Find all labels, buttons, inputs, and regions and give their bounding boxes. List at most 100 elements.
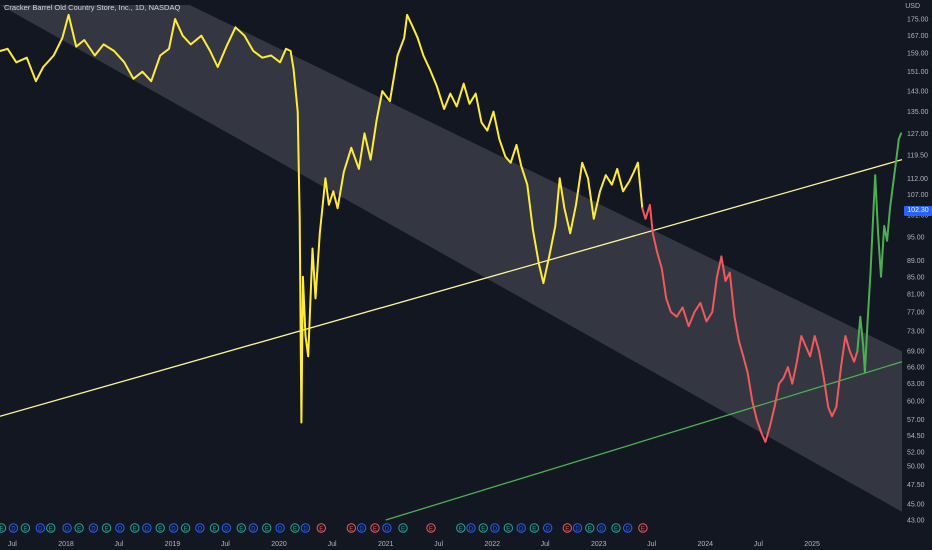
event-marker: E — [370, 523, 380, 533]
event-marker-label: D — [251, 527, 256, 533]
event-marker: D — [8, 523, 19, 533]
event-marker: D — [221, 523, 232, 533]
event-marker: E — [638, 523, 648, 533]
event-marker-circle — [490, 523, 500, 533]
x-tick-label: Jul — [8, 541, 17, 548]
event-marker-label: D — [198, 527, 203, 533]
event-marker-label: D — [385, 527, 390, 533]
event-marker-circle — [611, 523, 621, 533]
event-marker: E — [290, 523, 300, 533]
event-marker: E — [426, 523, 436, 533]
event-marker-circle — [275, 523, 285, 533]
event-marker: E — [529, 523, 539, 533]
event-marker-label: D — [171, 527, 176, 533]
event-marker-circle — [115, 523, 125, 533]
event-marker: E — [236, 523, 247, 533]
event-marker-label: E — [506, 527, 510, 533]
event-marker-circle — [478, 523, 488, 533]
event-marker: E — [346, 523, 356, 533]
chart-title: Cracker Barrel Old Country Store, Inc., … — [4, 3, 181, 12]
event-marker-circle — [35, 523, 45, 533]
x-axis[interactable]: Jul 2018 Jul 2019 Jul 2020 Jul 2021 Jul 2022 Jul 20… — [8, 541, 820, 548]
event-marker-label: D — [599, 527, 604, 533]
event-marker: D — [596, 523, 607, 533]
y-tick-label: 151.00 — [907, 69, 929, 76]
event-marker-circle — [623, 523, 633, 533]
event-marker-label: E — [349, 527, 353, 533]
y-tick-label: 47.50 — [907, 482, 925, 489]
series-line-0 — [0, 13, 644, 424]
event-marker-circle — [290, 523, 300, 533]
event-marker-label: D — [546, 527, 551, 533]
event-marker-circle — [529, 523, 539, 533]
event-marker-label: E — [459, 527, 463, 533]
event-marker-circle — [516, 523, 526, 533]
y-tick-label: 63.00 — [907, 381, 925, 388]
event-marker-label: E — [0, 527, 4, 533]
y-axis[interactable]: 43.00 45.00 47.50 50.00 52.00 54.50 57.00 60.00… — [907, 17, 929, 525]
event-marker-circle — [0, 523, 7, 533]
event-marker: E — [46, 523, 56, 533]
event-marker: E — [585, 523, 595, 533]
event-marker-circle — [209, 523, 220, 533]
event-marker-label: D — [493, 527, 498, 533]
y-tick-label: 95.00 — [907, 235, 925, 242]
x-tick-label: 2024 — [698, 541, 714, 548]
event-marker-circle — [466, 523, 476, 533]
event-marker-circle — [300, 523, 311, 533]
event-marker-circle — [503, 523, 513, 533]
y-tick-label: 57.00 — [907, 417, 925, 424]
event-marker-label: E — [77, 527, 81, 533]
event-marker-label: E — [588, 527, 592, 533]
event-marker-label: E — [184, 527, 188, 533]
event-marker-circle — [585, 523, 595, 533]
trendline-1 — [385, 361, 903, 521]
event-marker: E — [180, 523, 191, 533]
event-marker-circle — [180, 523, 191, 533]
x-tick-label: 2023 — [591, 541, 607, 548]
event-marker-label: D — [224, 527, 229, 533]
event-marker: E — [611, 523, 621, 533]
event-marker-circle — [142, 523, 152, 533]
event-marker-label: E — [104, 527, 108, 533]
event-marker-label: E — [565, 527, 569, 533]
x-tick-label: 2022 — [485, 541, 501, 548]
event-marker: D — [466, 523, 476, 533]
event-marker-label: E — [239, 527, 243, 533]
y-tick-label: 107.00 — [907, 192, 929, 199]
event-marker-label: E — [49, 527, 53, 533]
event-marker-label: E — [614, 527, 618, 533]
last-price-badge: 102.30 — [904, 205, 932, 216]
y-tick-label: 159.00 — [907, 51, 929, 58]
y-tick-label: 52.00 — [907, 450, 925, 457]
event-marker-label: E — [532, 527, 536, 533]
event-marker-circle — [8, 523, 19, 533]
event-marker-label: E — [641, 527, 645, 533]
event-marker-circle — [101, 523, 112, 533]
event-marker-label: D — [118, 527, 123, 533]
event-marker-circle — [543, 523, 553, 533]
event-marker-circle — [456, 523, 466, 533]
x-tick-label: 2025 — [804, 541, 820, 548]
event-marker-circle — [195, 523, 205, 533]
event-marker: E — [130, 523, 140, 533]
event-marker-circle — [316, 523, 326, 533]
event-marker-label: D — [38, 527, 43, 533]
event-marker: E — [262, 523, 272, 533]
y-tick-label: 85.00 — [907, 274, 925, 281]
event-marker: D — [275, 523, 285, 533]
event-marker: E — [478, 523, 488, 533]
event-marker-circle — [562, 523, 572, 533]
event-marker-label: E — [212, 527, 216, 533]
y-tick-label: 101.00 — [907, 213, 929, 220]
x-tick-label: 2018 — [58, 541, 74, 548]
y-tick-label: 73.00 — [907, 329, 925, 336]
event-marker-circle — [262, 523, 272, 533]
event-marker: E — [155, 523, 165, 533]
x-tick-label: Jul — [647, 541, 656, 548]
y-tick-label: 112.00 — [907, 176, 928, 183]
event-marker: E — [20, 523, 31, 533]
event-marker: D — [490, 523, 500, 533]
